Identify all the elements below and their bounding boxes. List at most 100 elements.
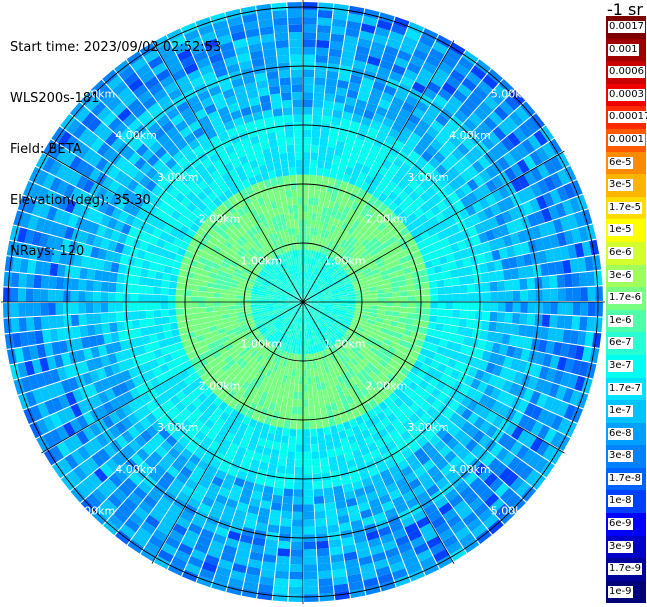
ppi-gate-cell	[429, 250, 439, 260]
ppi-gate-cell	[504, 422, 518, 437]
ppi-gate-cell	[502, 379, 514, 393]
ppi-gate-cell	[347, 302, 356, 305]
ppi-gate-cell	[215, 566, 232, 578]
ppi-gate-cell	[310, 303, 318, 306]
ppi-gate-cell	[321, 349, 328, 358]
ppi-gate-cell	[86, 383, 98, 397]
ppi-gate-cell	[514, 106, 530, 122]
ppi-gate-cell	[51, 396, 64, 412]
ppi-gate-cell	[264, 439, 274, 449]
ppi-gate-cell	[418, 379, 429, 390]
ppi-gate-cell	[562, 387, 575, 404]
ppi-gate-cell	[83, 348, 93, 361]
ppi-gate-cell	[136, 384, 148, 396]
ppi-gate-cell	[429, 287, 438, 295]
ppi-gate-cell	[384, 244, 394, 253]
ppi-gate-cell	[66, 118, 81, 135]
ppi-gate-cell	[418, 213, 429, 224]
ppi-gate-cell	[203, 387, 213, 398]
ppi-gate-cell	[334, 147, 344, 157]
ppi-gate-cell	[317, 555, 331, 565]
ppi-gate-cell	[175, 308, 184, 316]
ppi-gate-cell	[475, 302, 483, 311]
ppi-gate-cell	[278, 324, 285, 332]
ppi-gate-cell	[325, 256, 332, 265]
ppi-gate-cell	[119, 463, 134, 478]
ppi-gate-cell	[346, 566, 361, 576]
ppi-gate-cell	[235, 302, 244, 306]
ppi-gate-cell	[55, 164, 69, 180]
ppi-gate-cell	[274, 168, 283, 178]
range-ring-label: 2.00km	[366, 213, 408, 226]
ppi-gate-cell	[331, 261, 338, 269]
ppi-gate-cell	[284, 129, 294, 138]
ppi-gate-cell	[213, 292, 221, 298]
ppi-gate-cell	[419, 180, 431, 192]
ppi-gate-cell	[281, 317, 288, 325]
ppi-gate-cell	[145, 310, 154, 319]
ppi-gate-cell	[328, 48, 342, 58]
ppi-gate-cell	[103, 227, 114, 240]
ppi-gate-cell	[33, 288, 41, 302]
ppi-gate-cell	[108, 425, 121, 439]
ppi-gate-cell	[349, 323, 358, 330]
ppi-gate-cell	[190, 296, 199, 302]
ppi-gate-cell	[82, 148, 97, 164]
ppi-gate-cell	[290, 541, 303, 550]
ppi-gate-cell	[547, 327, 557, 341]
ppi-gate-cell	[272, 355, 279, 364]
ppi-gate-cell	[281, 198, 288, 207]
ppi-gate-cell	[459, 310, 468, 319]
ppi-gate-cell	[356, 326, 365, 333]
ppi-gate-cell	[118, 381, 130, 394]
ppi-gate-cell	[306, 219, 312, 228]
ppi-gate-cell	[153, 294, 161, 302]
ppi-gate-cell	[250, 299, 259, 302]
ppi-gate-cell	[559, 343, 570, 358]
ppi-gate-cell	[313, 368, 319, 377]
ppi-gate-cell	[268, 272, 276, 279]
ppi-gate-cell	[189, 238, 199, 248]
ppi-gate-cell	[567, 244, 577, 259]
ppi-gate-cell	[307, 290, 313, 297]
ppi-gate-cell	[340, 230, 348, 239]
ppi-gate-cell	[294, 308, 299, 315]
ppi-gate-cell	[390, 226, 400, 236]
ppi-gate-cell	[108, 180, 121, 194]
ppi-gate-cell	[367, 278, 376, 285]
ppi-gate-cell	[273, 434, 282, 443]
ppi-gate-cell	[198, 312, 207, 319]
ppi-gate-cell	[424, 174, 437, 187]
ppi-gate-cell	[269, 354, 276, 363]
ppi-gate-cell	[42, 219, 54, 235]
ppi-gate-cell	[330, 271, 338, 279]
ppi-gate-cell	[428, 216, 440, 227]
ppi-gate-cell	[147, 326, 157, 335]
ppi-gate-cell	[207, 321, 217, 328]
ppi-gate-cell	[352, 449, 363, 459]
ppi-gate-cell	[210, 267, 219, 275]
ppi-gate-cell	[236, 332, 245, 340]
colorbar-tick-label: 6e-5	[608, 156, 633, 169]
ppi-gate-cell	[556, 169, 570, 186]
ppi-gate-cell	[262, 447, 272, 457]
ppi-gate-cell	[312, 250, 317, 259]
ppi-gate-cell	[475, 529, 492, 545]
ppi-gate-cell	[348, 217, 356, 227]
ppi-gate-cell	[303, 2, 318, 10]
ppi-gate-cell	[133, 157, 147, 170]
ppi-gate-cell	[70, 403, 83, 418]
ppi-gate-cell	[205, 354, 215, 364]
ppi-gate-cell	[485, 179, 498, 193]
ppi-gate-cell	[213, 387, 223, 397]
ppi-gate-cell	[462, 257, 472, 268]
ppi-gate-cell	[286, 344, 292, 353]
ppi-gate-cell	[293, 391, 299, 400]
ppi-gate-cell	[203, 521, 217, 534]
ppi-gate-cell	[529, 390, 542, 405]
ppi-gate-cell	[220, 512, 234, 524]
ppi-gate-cell	[235, 412, 246, 423]
ppi-gate-cell	[317, 152, 326, 162]
ppi-gate-cell	[308, 182, 316, 191]
ppi-gate-cell	[541, 314, 551, 327]
